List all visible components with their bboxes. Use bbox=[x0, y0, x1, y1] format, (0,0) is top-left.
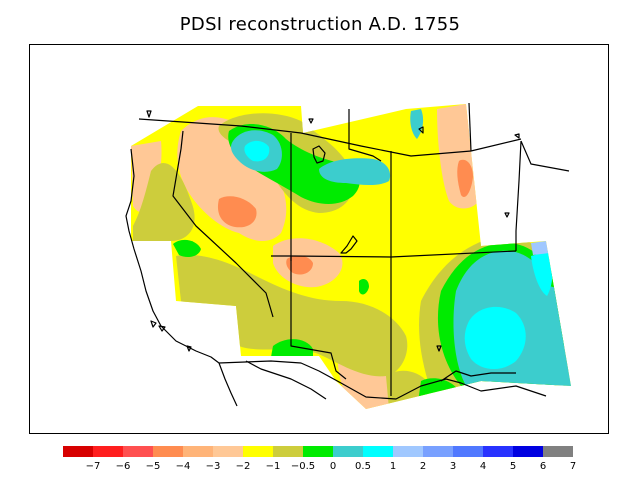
lake-powell bbox=[340, 235, 358, 254]
colorbar-segment bbox=[243, 446, 273, 457]
state-line-utah-arizona bbox=[271, 250, 517, 258]
island-channel-2 bbox=[158, 325, 166, 332]
colorbar-tick-label: −1 bbox=[266, 461, 281, 472]
pdsi-very-dry-core-four-corners bbox=[286, 255, 313, 275]
coastline-baja bbox=[218, 362, 238, 407]
pdsi-very-moist-core-oklahoma bbox=[464, 306, 526, 370]
colorbar-tick-label: 1 bbox=[390, 461, 396, 472]
colorbar-segment bbox=[303, 446, 333, 457]
pdsi-very-dry-core-utah bbox=[217, 196, 257, 228]
colorbar-labels: −7 −6 −5 −4 −3 −2 −1 −0.5 0 0.5 1 2 3 4 5 6 7 bbox=[86, 461, 577, 472]
colorbar-segment bbox=[453, 446, 483, 457]
pdsi-moderate-region-great-basin bbox=[133, 162, 195, 241]
map-frame bbox=[29, 44, 609, 434]
map-title: PDSI reconstruction A.D. 1755 bbox=[179, 14, 461, 35]
colorbar-tick-label: 4 bbox=[480, 461, 486, 472]
pdsi-very-dry-core-plains bbox=[457, 159, 473, 197]
pdsi-near-normal-patch-nevada bbox=[173, 239, 201, 257]
colorbar-segment bbox=[423, 446, 453, 457]
colorbar-segment bbox=[483, 446, 513, 457]
state-line-arizona-new-mexico bbox=[290, 256, 347, 380]
state-line-nevada-california bbox=[172, 148, 274, 318]
colorbar-tick-label: −4 bbox=[176, 461, 191, 472]
colorbar-tick-label: 2 bbox=[420, 461, 426, 472]
colorbar-tick-label: 0 bbox=[330, 461, 336, 472]
pdsi-moist-region-north-dakota bbox=[410, 109, 424, 139]
pdsi-near-normal-patch-arizona bbox=[271, 339, 313, 357]
colorbar-segment bbox=[363, 446, 393, 457]
island-north-1 bbox=[146, 110, 152, 118]
state-line-kansas-oklahoma bbox=[515, 140, 522, 251]
state-line-idaho-montana bbox=[180, 130, 184, 150]
colorbar-tick-label: −5 bbox=[146, 461, 161, 472]
pdsi-near-normal-patch-colorado bbox=[359, 279, 369, 295]
colorbar-segment bbox=[543, 446, 573, 457]
lake-great-salt bbox=[312, 145, 326, 164]
state-line-new-mexico bbox=[348, 109, 382, 162]
colorbar-tick-label: 5 bbox=[510, 461, 516, 472]
colorbar-segment bbox=[273, 446, 303, 457]
island-channel-1 bbox=[150, 320, 157, 328]
colorbar-tick-label: 6 bbox=[540, 461, 546, 472]
colorbar-tick-label: −6 bbox=[116, 461, 131, 472]
colorbar-segment bbox=[63, 446, 93, 457]
colorbar-tick-label: −0.5 bbox=[291, 461, 315, 472]
pdsi-very-moist-core-east-kansas bbox=[531, 251, 553, 296]
colorbar-segment bbox=[513, 446, 543, 457]
colorbar-tick-label: −2 bbox=[236, 461, 251, 472]
coastline-pacific bbox=[125, 148, 220, 364]
colorbar: −7 −6 −5 −4 −3 −2 −1 −0.5 0 0.5 1 2 3 4 5 6 7 bbox=[63, 446, 577, 472]
colorbar-segment bbox=[393, 446, 423, 457]
state-line-oklahoma-texas bbox=[440, 370, 516, 382]
colorbar-segment bbox=[153, 446, 183, 457]
colorbar-segment bbox=[333, 446, 363, 457]
pdsi-wet-patch-northeast bbox=[531, 241, 549, 255]
island-north-4 bbox=[514, 133, 520, 139]
state-line-nebraska-iowa bbox=[520, 140, 570, 172]
island-north-2 bbox=[308, 118, 314, 124]
colorbar-segment bbox=[213, 446, 243, 457]
island-north-5 bbox=[504, 212, 510, 218]
border-line-mexico bbox=[218, 360, 547, 400]
colorbar-tick-label: 3 bbox=[450, 461, 456, 472]
colorbar-segment bbox=[93, 446, 123, 457]
colorbar-tick-label: 7 bbox=[570, 461, 576, 472]
boundary-lines bbox=[125, 102, 570, 407]
colorbar-tick-label: 0.5 bbox=[355, 461, 371, 472]
colorbar-segment bbox=[183, 446, 213, 457]
island-channel-3 bbox=[186, 345, 192, 352]
island-north-3 bbox=[418, 126, 424, 134]
pdsi-map bbox=[125, 102, 571, 409]
pdsi-moist-region-wyoming bbox=[319, 158, 391, 185]
colorbar-tick-label: −3 bbox=[206, 461, 221, 472]
pdsi-moderate-region-southwest bbox=[176, 254, 408, 377]
colorbar-segment bbox=[123, 446, 153, 457]
colorbar-segments bbox=[63, 446, 573, 457]
coastline-gulf-of-california bbox=[245, 360, 327, 400]
island-south-1 bbox=[436, 345, 442, 352]
state-line-north-dakota bbox=[468, 102, 472, 152]
pdsi-very-moist-core-montana bbox=[244, 140, 270, 162]
colorbar-tick-label: −7 bbox=[86, 461, 101, 472]
